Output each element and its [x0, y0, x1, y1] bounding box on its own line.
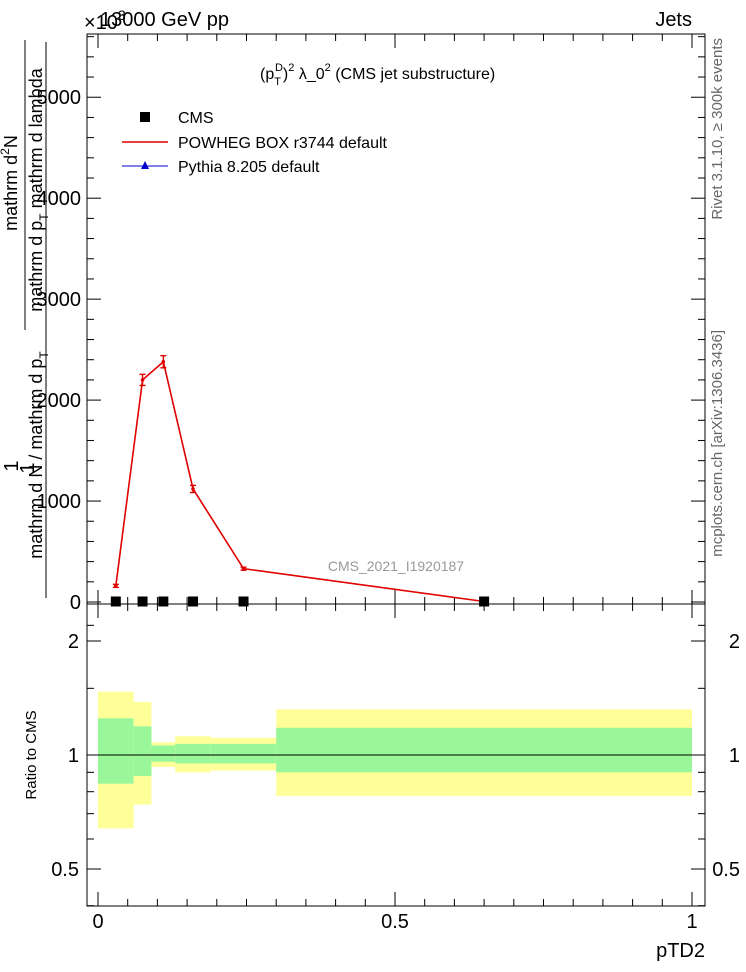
powheg-point: [191, 487, 195, 491]
main-y-tick-label: 4000: [37, 188, 82, 210]
cms-point: [110, 596, 121, 607]
ratio-inner-band: [210, 743, 277, 764]
cms-point: [188, 596, 199, 607]
powheg-point: [241, 566, 246, 571]
ylabel-top-den: mathrm d pT mathrm d lambda: [26, 67, 51, 311]
ratio-inner-band: [151, 745, 176, 762]
header-exponent: ×10: [84, 12, 118, 34]
powheg-point: [140, 378, 145, 382]
ratio-y-tick-label-right: 2: [729, 631, 740, 653]
ratio-y-tick-label-right: 0.5: [712, 859, 740, 881]
legend-pythia-marker: [141, 161, 149, 169]
ylabel-top-num-sup: 2: [0, 148, 12, 155]
title-c: λ_0: [294, 66, 324, 83]
main-y-tick-label: 0: [70, 592, 81, 614]
ratio-inner-band: [133, 726, 152, 777]
x-tick-labels: 0 0.5 1: [92, 911, 697, 933]
x-tick-label: 1: [686, 911, 697, 933]
ratio-y-tick-label: 0.5: [51, 859, 79, 881]
ylabel-top-den-end: mathrm d lambda: [26, 67, 46, 213]
x-tick-label: 0: [92, 911, 103, 933]
ratio-plot: 0.5 0.51 12 2 0 0.5 1 Ratio to CMS pTD2: [23, 603, 740, 962]
legend-cms-label: CMS: [178, 110, 214, 127]
ylabel-bottom-a: mathrm d N / mathrm d p: [26, 359, 46, 559]
ylabel-bottom-sub: T: [37, 351, 51, 359]
title-sub: T: [274, 76, 281, 88]
ylabel-top-den-sub: T: [37, 213, 51, 221]
ratio-y-tick-label: 2: [68, 631, 79, 653]
rivet-label: Rivet 3.1.10, ≥ 300k events: [709, 38, 726, 220]
main-y-label: 1 mathrm d2N mathrm d pT mathrm d lambda…: [0, 40, 51, 598]
cms-point: [238, 596, 249, 607]
watermark: CMS_2021_I1920187: [328, 558, 464, 574]
powheg-line: [115, 360, 485, 603]
title-d: (CMS jet substructure): [331, 66, 495, 83]
header-exponent-power: 3: [118, 7, 126, 23]
ylabel-top-num: mathrm d2N: [0, 135, 21, 231]
main-y-tick-label: 2000: [37, 390, 82, 412]
title-a: (p: [260, 66, 274, 83]
header-left: 13000 GeV pp: [100, 9, 229, 31]
ratio-y-label: Ratio to CMS: [23, 710, 40, 799]
ratio-bands: [98, 691, 692, 829]
x-tick-label: 0.5: [381, 911, 409, 933]
powheg-point: [161, 359, 166, 364]
legend: CMS POWHEG BOX r3744 default Pythia 8.20…: [122, 110, 388, 176]
ratio-inner-band: [276, 727, 692, 773]
ratio-y-tick-label-right: 1: [729, 745, 740, 767]
ratio-y-tick-labels: 0.5 0.5 1 1 2 2: [51, 631, 740, 881]
ratio-ticks: [87, 604, 705, 907]
cms-point: [137, 596, 148, 607]
powheg-point: [114, 584, 118, 588]
ylabel-one-main: 1: [1, 460, 23, 471]
ylabel-one: 1: [17, 462, 39, 473]
legend-powheg-label: POWHEG BOX r3744 default: [178, 135, 388, 152]
header-right: Jets: [655, 9, 692, 31]
title-sup3: 2: [325, 62, 331, 74]
ylabel-bottom: mathrm d N / mathrm d pT: [26, 351, 51, 559]
ratio-inner-band: [175, 743, 211, 764]
cms-point: [158, 596, 169, 607]
ratio-y-tick-label: 1: [68, 745, 79, 767]
ylabel-top-num-a: mathrm d: [1, 155, 21, 231]
legend-pythia-label: Pythia 8.205 default: [178, 159, 320, 176]
mcplots-label: mcplots.cern.ch [arXiv:1306.3436]: [709, 330, 726, 557]
main-y-tick-label: 5000: [37, 87, 82, 109]
x-axis-label: pTD2: [656, 940, 705, 962]
title-sup2: 2: [288, 62, 294, 74]
main-y-tick-labels: 0 1000 2000 3000 4000 5000: [37, 87, 82, 614]
main-y-tick-label: 1000: [37, 491, 82, 513]
main-ticks: [87, 34, 705, 604]
ratio-inner-band: [98, 718, 134, 784]
main-y-tick-label: 3000: [37, 289, 82, 311]
chart-title: (pTD)2 λ_02 (CMS jet substructure): [260, 62, 495, 88]
ylabel-top-den-a: mathrm d p: [26, 221, 46, 312]
series-cms: [110, 596, 490, 607]
title-b: ): [283, 66, 288, 83]
cms-point: [479, 596, 490, 607]
legend-cms-marker: [140, 112, 150, 122]
title-sup-d: D: [275, 62, 283, 74]
ylabel-top-num-end: N: [1, 135, 21, 148]
